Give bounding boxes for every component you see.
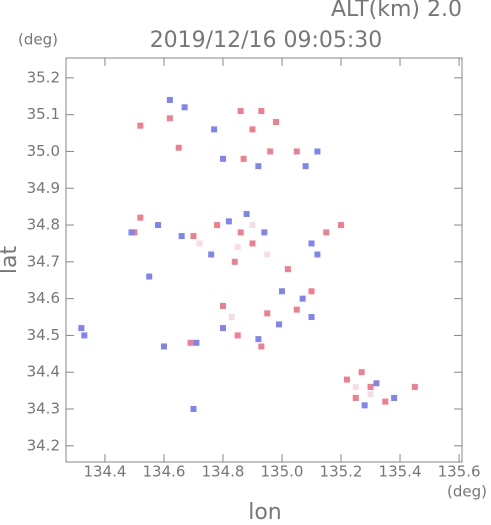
echo-point — [187, 339, 194, 346]
y-tick-label: 34.2 — [27, 436, 60, 454]
echo-point — [382, 398, 389, 405]
echo-point — [190, 233, 197, 240]
echo-point — [175, 144, 182, 151]
y-tick-label: 34.3 — [27, 400, 60, 418]
echo-point — [237, 107, 244, 114]
echo-point — [137, 214, 144, 221]
x-tick-label: 135.0 — [261, 463, 304, 481]
echo-point — [279, 288, 285, 295]
echo-point — [249, 240, 256, 247]
x-tick-label: 134.4 — [83, 463, 126, 481]
x-tick-label: 135.4 — [379, 463, 422, 481]
y-tick-label: 34.5 — [27, 326, 60, 344]
echo-point — [181, 104, 188, 111]
chart-title: 2019/12/16 09:05:30 — [150, 28, 383, 53]
echo-point — [267, 148, 274, 155]
echo-point — [308, 314, 315, 321]
echo-point — [323, 229, 330, 236]
y-tick-label: 34.4 — [27, 363, 60, 381]
echo-point — [358, 369, 365, 376]
echo-point — [314, 251, 321, 258]
echo-point — [258, 343, 265, 350]
echo-point — [234, 244, 241, 251]
echo-point — [293, 148, 300, 155]
echo-point — [264, 310, 271, 317]
x-tick-label: 135.2 — [320, 463, 363, 481]
echo-point — [367, 391, 374, 398]
echo-point — [228, 314, 235, 321]
echo-point — [249, 222, 256, 229]
echo-point — [214, 222, 221, 229]
echo-point — [166, 96, 173, 103]
echo-point — [160, 343, 167, 350]
echo-point — [308, 288, 315, 295]
y-tick-label: 34.7 — [27, 252, 60, 270]
echo-point — [155, 222, 162, 229]
echo-point — [225, 218, 232, 225]
echo-point — [208, 251, 215, 258]
echo-point — [302, 163, 309, 170]
plot-frame — [65, 57, 463, 463]
y-unit: (deg) — [18, 31, 58, 49]
echo-point — [190, 406, 197, 413]
echo-point — [219, 155, 226, 162]
y-tick-label: 35.0 — [27, 142, 60, 160]
y-tick-label: 34.9 — [27, 179, 60, 197]
echo-point — [308, 240, 315, 247]
echo-point — [234, 332, 241, 339]
echo-point — [178, 233, 185, 240]
echo-point — [338, 222, 345, 229]
echo-point — [137, 122, 144, 129]
x-tick-label: 134.8 — [202, 463, 245, 481]
x-axis-title: lon — [248, 500, 282, 521]
echo-point — [237, 229, 244, 236]
echo-point — [196, 240, 203, 247]
echo-point — [193, 339, 200, 346]
echo-point — [255, 336, 262, 343]
echo-point — [240, 155, 247, 162]
altitude-label: ALT(km) 2.0 — [331, 0, 462, 22]
echo-point — [249, 126, 256, 133]
echo-point — [231, 258, 238, 265]
echo-point — [243, 211, 250, 218]
echo-point — [219, 302, 226, 309]
echo-point — [166, 115, 173, 122]
y-tick-label: 35.2 — [27, 68, 60, 86]
echo-point — [276, 321, 283, 328]
x-tick-label: 135.6 — [438, 463, 481, 481]
y-tick-label: 35.1 — [27, 105, 60, 123]
y-tick-label: 34.6 — [27, 289, 60, 307]
echo-point — [255, 163, 262, 170]
echo-point — [373, 380, 380, 387]
echo-point — [261, 229, 268, 236]
echo-point — [146, 273, 153, 280]
echo-point — [258, 107, 265, 114]
y-axis-title: lat — [0, 246, 22, 275]
echo-point — [343, 376, 350, 383]
echo-point — [352, 383, 359, 390]
echo-point — [391, 394, 398, 401]
echo-point — [219, 325, 226, 332]
echo-point — [293, 306, 300, 313]
echo-point — [273, 119, 280, 126]
echo-point — [128, 229, 135, 236]
echo-point — [299, 295, 306, 302]
echo-point — [411, 383, 418, 390]
echo-point — [352, 394, 359, 401]
echo-point — [361, 402, 368, 409]
y-tick-label: 34.8 — [27, 216, 60, 234]
x-unit: (deg) — [447, 483, 487, 501]
x-tick-label: 134.6 — [142, 463, 185, 481]
echo-point — [284, 266, 291, 273]
echo-point — [367, 383, 374, 390]
echo-point — [78, 325, 85, 332]
echo-point — [264, 251, 271, 258]
echo-point — [314, 148, 321, 155]
echo-point — [81, 332, 88, 339]
echo-point — [211, 126, 218, 133]
